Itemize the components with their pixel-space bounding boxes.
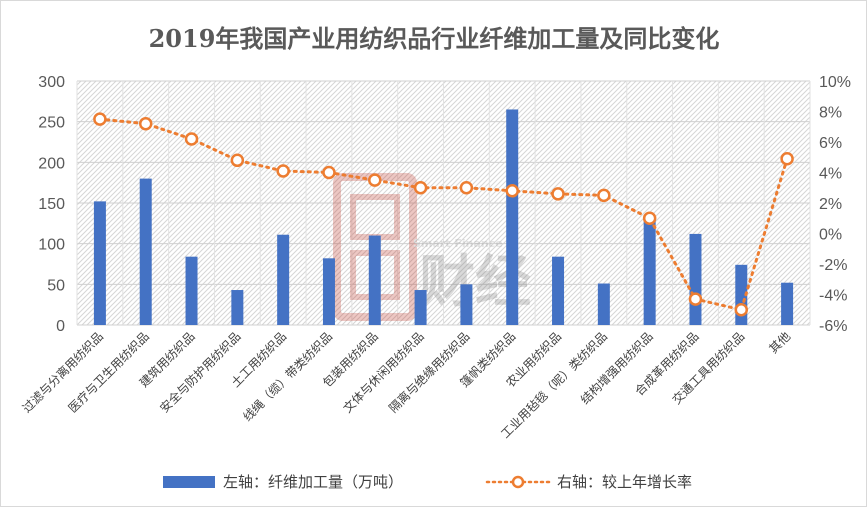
right-tick-label: 2% (819, 196, 842, 213)
legend-label-bar: 左轴：纤维加工量（万吨） (223, 473, 403, 491)
category-label: 其他 (766, 329, 793, 356)
legend-swatch-marker (511, 475, 525, 489)
bar (506, 109, 519, 325)
right-axis: -6% -4% -2% 0% 2% 4% 6% 8% 10% (819, 74, 851, 335)
growth-marker (276, 164, 290, 178)
growth-marker (322, 165, 336, 180)
growth-marker (688, 292, 703, 306)
category-label: 过滤与分离用纺织品 (19, 329, 106, 416)
legend-label-line: 右轴：较上年增长率 (557, 473, 692, 491)
bar (597, 283, 610, 325)
right-tick-label: -4% (819, 288, 847, 305)
growth-marker (551, 187, 565, 201)
left-tick-label: 250 (38, 115, 65, 132)
bar (781, 282, 794, 325)
growth-marker (93, 112, 107, 126)
category-label: 线绳（缆）带类纺织品 (240, 329, 335, 424)
bar (414, 290, 427, 325)
bar (322, 258, 335, 325)
line-series (93, 112, 794, 317)
left-tick-label: 0 (56, 318, 65, 335)
growth-marker (230, 153, 245, 168)
right-tick-label: 0% (819, 227, 842, 244)
growth-marker (459, 181, 474, 195)
left-tick-label: 150 (38, 196, 65, 213)
growth-marker (413, 181, 428, 195)
left-tick-label: 50 (47, 277, 65, 294)
category-label: 医疗与卫生用纺织品 (66, 329, 152, 415)
bar (93, 201, 106, 325)
category-label: 文体与休闲用纺织品 (340, 329, 427, 416)
bar (277, 234, 290, 325)
right-tick-label: 8% (819, 105, 842, 122)
bar (689, 233, 702, 325)
growth-marker (184, 132, 199, 146)
growth-marker (642, 211, 657, 225)
bar (643, 220, 656, 325)
growth-marker (138, 116, 153, 131)
category-label: 安全与防护用纺织品 (156, 329, 243, 416)
left-tick-label: 300 (38, 74, 65, 91)
growth-marker (505, 184, 519, 198)
bar (185, 256, 198, 325)
right-tick-label: 10% (819, 74, 851, 91)
right-tick-label: -6% (819, 318, 847, 335)
bar (552, 256, 565, 325)
bar (139, 178, 152, 325)
left-tick-label: 200 (38, 155, 65, 172)
left-tick-label: 100 (38, 237, 65, 254)
growth-marker (780, 152, 794, 166)
category-label: 隔离与绝缘用纺织品 (386, 329, 473, 416)
growth-marker (368, 173, 382, 187)
right-tick-label: 4% (819, 166, 842, 183)
category-axis: 过滤与分离用纺织品医疗与卫生用纺织品建筑用纺织品安全与防护用纺织品土工用纺织品线… (19, 329, 793, 441)
bar (368, 235, 381, 325)
legend: 左轴：纤维加工量（万吨） 右轴：较上年增长率 (163, 473, 692, 491)
right-tick-label: 6% (819, 135, 842, 152)
watermark-smart-finance: Smart Finance (413, 237, 503, 250)
chart-title: 2019年我国产业用纺织品行业纤维加工量及同比变化 (149, 24, 720, 53)
growth-marker (734, 303, 749, 317)
bar (231, 290, 244, 325)
legend-swatch-bar (163, 476, 215, 488)
bar (460, 284, 473, 325)
growth-marker (597, 188, 611, 203)
left-axis: 0 50 100 150 200 250 300 (38, 74, 65, 335)
growth-line (98, 117, 789, 312)
right-tick-label: -2% (819, 257, 847, 274)
